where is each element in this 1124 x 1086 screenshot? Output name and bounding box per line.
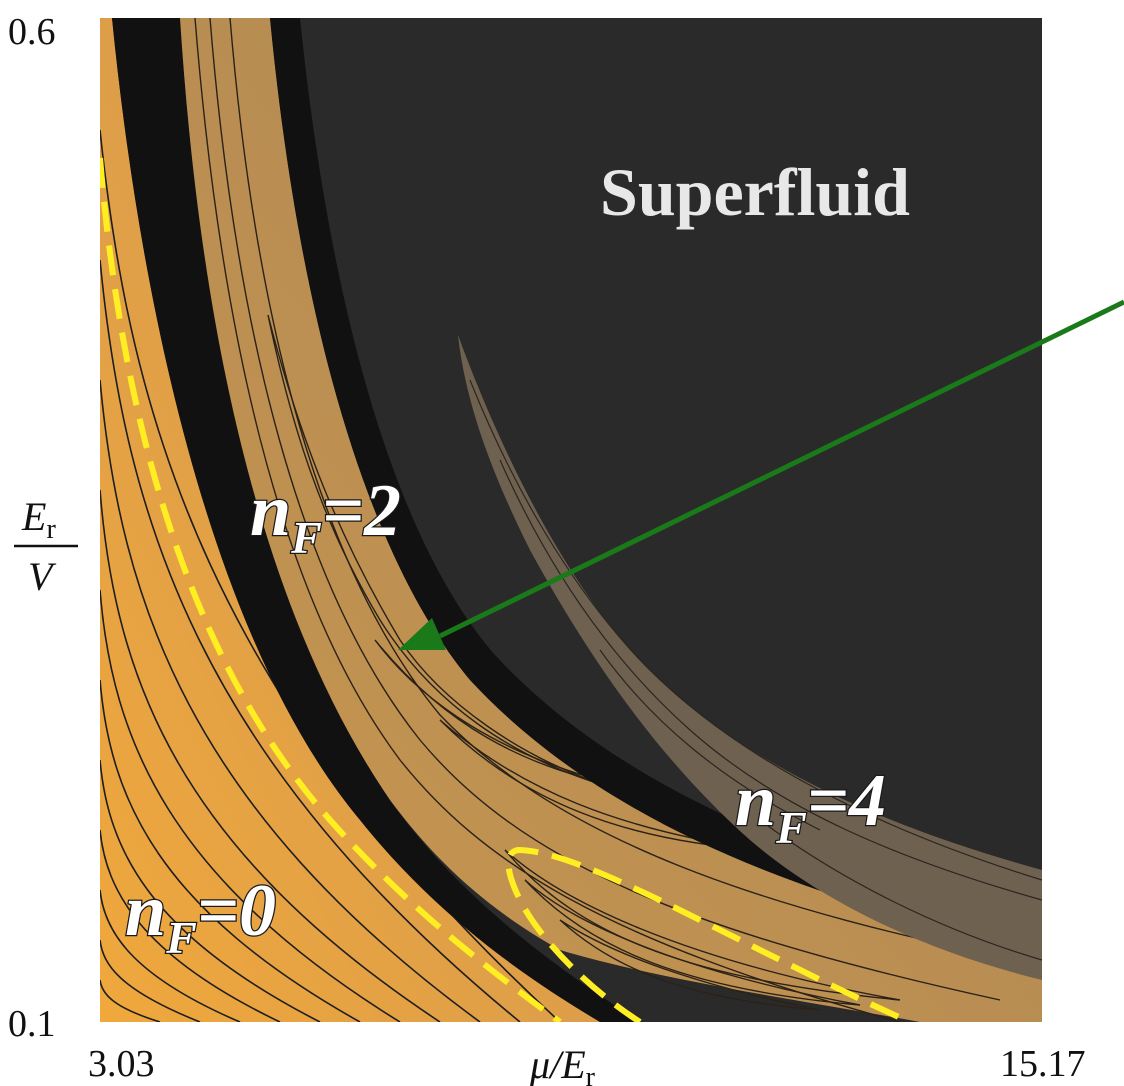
label-nF0: nF=0 xyxy=(124,869,278,965)
label-nF4: nF=4 xyxy=(734,759,888,855)
annotation-arrow xyxy=(398,299,1124,650)
svg-text:nF=4: nF=4 xyxy=(735,760,886,853)
y-tick-bottom: 0.1 xyxy=(8,1003,56,1045)
svg-text:nF=0: nF=0 xyxy=(125,870,276,963)
svg-text:μ/Er: μ/Er xyxy=(529,1042,596,1086)
dashed-boundary-nF2 xyxy=(505,846,912,1022)
lobe-nF2 xyxy=(180,18,1042,1022)
svg-text:Er: Er xyxy=(21,494,56,545)
x-tick-left: 3.03 xyxy=(88,1043,155,1085)
x-tick-right: 15.17 xyxy=(1000,1043,1086,1085)
lobe-nF0 xyxy=(100,18,600,1022)
boundary-band xyxy=(112,18,640,1022)
region-label-superfluid: Superfluid xyxy=(600,154,910,230)
y-axis-label: Er V xyxy=(14,494,78,599)
dashed-boundary-nF0 xyxy=(100,157,562,1022)
y-tick-top: 0.6 xyxy=(8,11,56,53)
svg-text:V: V xyxy=(28,554,57,599)
x-axis-label: μ/Er xyxy=(529,1042,596,1086)
label-nF2: nF=2 xyxy=(249,469,403,565)
svg-text:nF=2: nF=2 xyxy=(250,470,401,563)
lobe-nF4 xyxy=(458,335,1042,980)
lobe-nF4-contours xyxy=(469,379,1042,961)
